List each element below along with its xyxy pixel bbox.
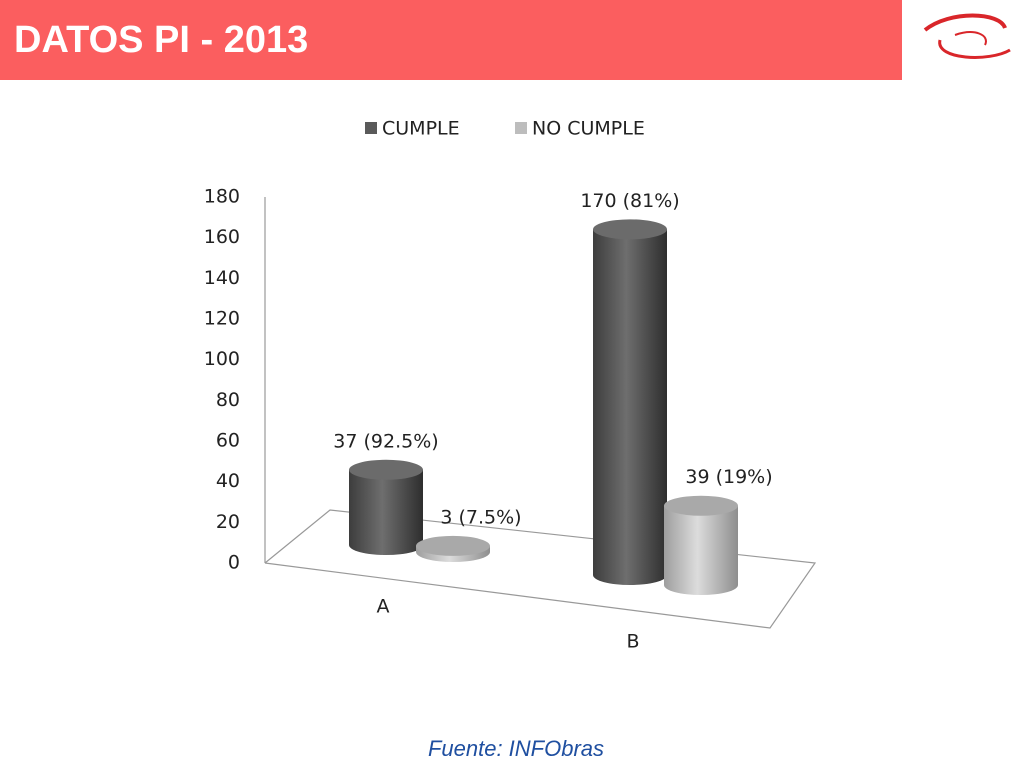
logo [923, 13, 1011, 59]
legend-swatch [515, 122, 527, 134]
value-label: 170 (81%) [580, 190, 679, 212]
y-tick-label: 180 [204, 186, 240, 208]
y-tick-label: 160 [204, 226, 240, 248]
bar-top [664, 495, 738, 516]
y-tick-label: 140 [204, 267, 240, 289]
chart-frame [264, 197, 817, 629]
y-tick-label: 120 [204, 308, 240, 330]
y-tick-label: 60 [216, 430, 240, 452]
legend-swatch [365, 122, 377, 134]
x-tick-label: A [377, 596, 390, 618]
bar-top [416, 535, 490, 556]
legend-label: CUMPLE [382, 118, 460, 140]
y-tick-label: 80 [216, 389, 240, 411]
value-label: 37 (92.5%) [333, 430, 438, 452]
y-tick-label: 100 [204, 348, 240, 370]
bar [349, 469, 423, 555]
x-tick-label: B [626, 631, 639, 653]
legend-label: NO CUMPLE [532, 118, 645, 140]
bar-top [349, 459, 423, 480]
bar [664, 505, 738, 595]
value-label: 39 (19%) [685, 466, 772, 488]
source-note: Fuente: INFObras [428, 736, 604, 761]
bar [593, 229, 667, 586]
bar-top [593, 219, 667, 240]
slide-title: DATOS PI - 2013 [14, 19, 308, 61]
value-label: 3 (7.5%) [440, 506, 521, 528]
y-tick-label: 0 [228, 552, 240, 574]
y-tick-label: 20 [216, 511, 240, 533]
header-bar [0, 0, 902, 80]
y-tick-label: 40 [216, 470, 240, 492]
